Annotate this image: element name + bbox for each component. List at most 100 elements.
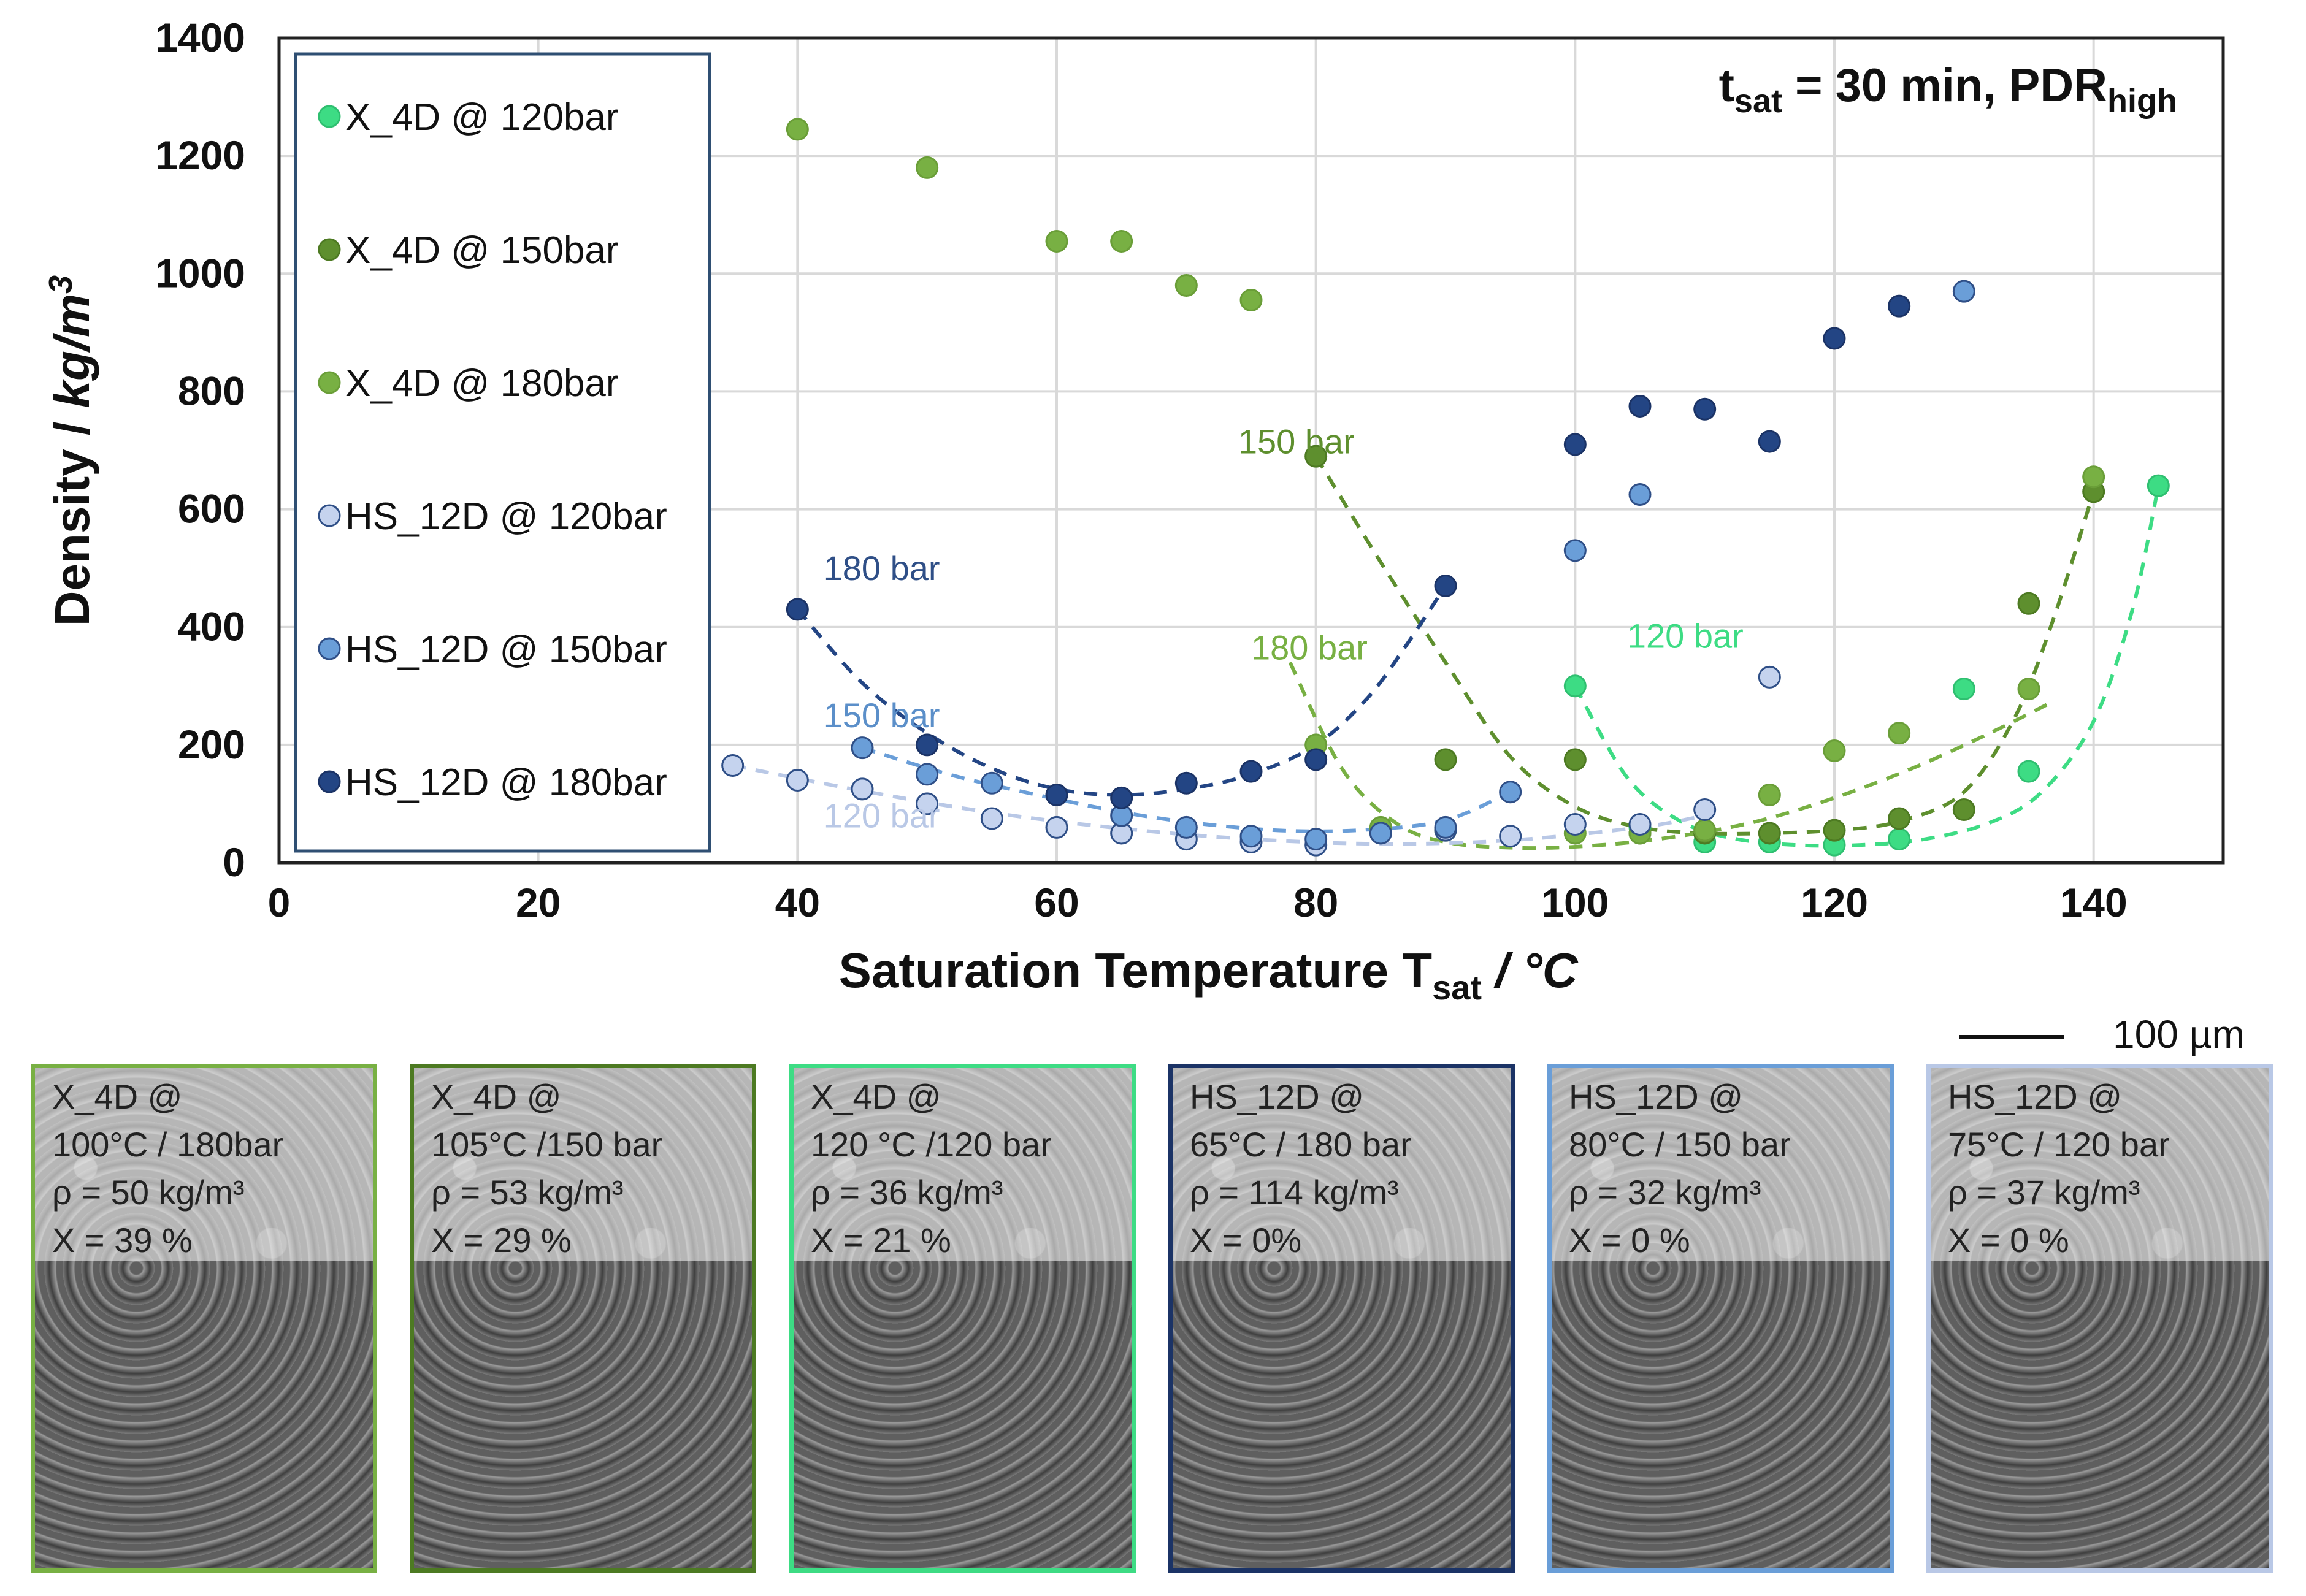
data-point (1952, 798, 1975, 822)
x-axis-label: Saturation Temperature Tsat / °C (839, 943, 1579, 1007)
legend-label: HS_12D @ 120bar (345, 495, 667, 538)
caption-line: 100°C / 180bar (52, 1125, 284, 1164)
title-t-sub: sat (1734, 83, 1782, 120)
panel-caption: HS_12D @ 75°C / 120 bar ρ = 37 kg/m³ X = 0 … (1948, 1073, 2170, 1264)
caption-line: 65°C / 180 bar (1190, 1125, 1412, 1164)
panel-caption: HS_12D @ 65°C / 180 bar ρ = 114 kg/m³ X = 0… (1190, 1073, 1412, 1264)
y-tick-label: 200 (178, 722, 245, 767)
y-tick-label: 600 (178, 486, 245, 532)
caption-line: ρ = 114 kg/m³ (1190, 1173, 1399, 1212)
density-chart: 0 20 40 60 80 100 120 1400200400600800100012001… (42, 15, 2225, 1007)
ylabel-unit: kg/m (45, 294, 99, 408)
data-point (1823, 819, 1846, 842)
scale-bar (1959, 1035, 2064, 1039)
scale-bar-label: 100 µm (2113, 1012, 2245, 1056)
legend: X_4D @ 120bar X_4D @ 150bar X_4D @ 180bar H… (294, 52, 711, 853)
legend-label: HS_12D @ 180bar (345, 762, 667, 804)
fit-curve (1288, 662, 2056, 850)
y-tick-label: 800 (178, 368, 245, 413)
data-point (1952, 280, 1975, 303)
legend-marker (318, 238, 341, 261)
micrograph-panel: HS_12D @ 75°C / 120 bar ρ = 37 kg/m³ X = 0 … (1926, 1064, 2273, 1573)
micrograph-panel: HS_12D @ 65°C / 180 bar ρ = 114 kg/m³ X = 0… (1168, 1064, 1515, 1573)
data-point (1758, 822, 1781, 845)
data-point (1888, 828, 1911, 851)
data-point (1434, 815, 1457, 839)
data-point (1563, 433, 1587, 456)
data-point (1174, 815, 1198, 839)
data-point (1758, 784, 1781, 807)
title-pdr-sub: high (2107, 83, 2177, 120)
ylabel-main: Density / (45, 408, 99, 627)
caption-line: 120 °C /120 bar (811, 1125, 1052, 1164)
data-point (2017, 760, 2040, 783)
xlabel-tail: / °C (1482, 943, 1579, 998)
caption-line: HS_12D @ (1190, 1077, 1365, 1116)
panel-caption: X_4D @ 100°C / 180bar ρ = 50 kg/m³ X = 39 % (52, 1073, 283, 1264)
caption-line: 105°C /150 bar (431, 1125, 663, 1164)
data-point (2017, 678, 2040, 701)
data-point (916, 733, 939, 757)
legend-label: HS_12D @ 150bar (345, 628, 667, 671)
curve-annotation: 180 bar (824, 549, 940, 587)
xlabel-sub: sat (1432, 968, 1482, 1007)
data-point (1628, 483, 1652, 506)
fit-curve (862, 746, 1511, 833)
ylabel-sup: 3 (42, 275, 79, 294)
caption-line: ρ = 32 kg/m³ (1569, 1173, 1761, 1212)
fit-curve (1573, 485, 2161, 848)
legend-marker (318, 105, 341, 128)
legend-marker (318, 770, 341, 793)
x-tick-label: 40 (775, 880, 820, 925)
caption-shade (1931, 1068, 2269, 1261)
fit-curves (732, 455, 2161, 850)
data-point (786, 598, 809, 621)
panel-caption: HS_12D @ 80°C / 150 bar ρ = 32 kg/m³ X = 0 … (1569, 1073, 1791, 1264)
title-t: t (1719, 59, 1734, 112)
data-point (1499, 781, 1522, 804)
axis-ticks: 0 20 40 60 80 100 120 1400200400600800100012001… (155, 15, 2128, 925)
legend-marker (318, 371, 341, 394)
data-point (916, 763, 939, 786)
data-point (1045, 815, 1068, 839)
caption-line: X = 29 % (431, 1221, 572, 1259)
legend-label: X_4D @ 120bar (345, 96, 619, 139)
caption-line: X = 0 % (1569, 1221, 1690, 1259)
caption-line: ρ = 36 kg/m³ (811, 1173, 1003, 1212)
data-point (1693, 798, 1717, 822)
data-point (1758, 430, 1781, 453)
caption-shade (1173, 1068, 1511, 1261)
plot-frame (277, 36, 2225, 865)
legend-items: X_4D @ 120bar X_4D @ 150bar X_4D @ 180bar H… (318, 96, 667, 804)
y-tick-label: 1200 (155, 132, 245, 178)
xlabel-main: Saturation Temperature T (839, 943, 1433, 998)
legend-label: X_4D @ 150bar (345, 229, 619, 272)
micrograph-panel: X_4D @ 105°C /150 bar ρ = 53 kg/m³ X = 29 % (410, 1064, 756, 1573)
caption-line: X_4D @ (431, 1077, 562, 1116)
data-point (1563, 813, 1587, 836)
caption-line: 80°C / 150 bar (1569, 1125, 1791, 1164)
curve-annotations: 180 bar 150 bar 120 bar 150 bar 180 bar 120 b… (824, 422, 1744, 834)
caption-line: X = 0% (1190, 1221, 1302, 1259)
data-point (2082, 465, 2105, 489)
caption-line: X_4D @ (52, 1077, 183, 1116)
data-point (980, 771, 1003, 795)
caption-shade (414, 1068, 752, 1261)
data-point (1369, 822, 1392, 845)
data-point (1628, 394, 1652, 418)
data-point (1110, 229, 1133, 253)
data-point (1758, 665, 1781, 689)
caption-shade (1552, 1068, 1890, 1261)
fit-curve (1314, 455, 2096, 836)
data-point (1952, 678, 1975, 701)
caption-line: ρ = 37 kg/m³ (1948, 1173, 2140, 1212)
caption-line: X = 0 % (1948, 1221, 2069, 1259)
curve-annotation: 180 bar (1251, 628, 1368, 667)
data-point (1823, 327, 1846, 350)
caption-line: HS_12D @ (1948, 1077, 2123, 1116)
x-tick-label: 120 (1801, 880, 1868, 925)
caption-line: X = 39 % (52, 1221, 193, 1259)
micrograph-panel: X_4D @ 100°C / 180bar ρ = 50 kg/m³ X = 39 % (31, 1064, 377, 1573)
data-point (786, 769, 809, 792)
data-point (1110, 786, 1133, 809)
